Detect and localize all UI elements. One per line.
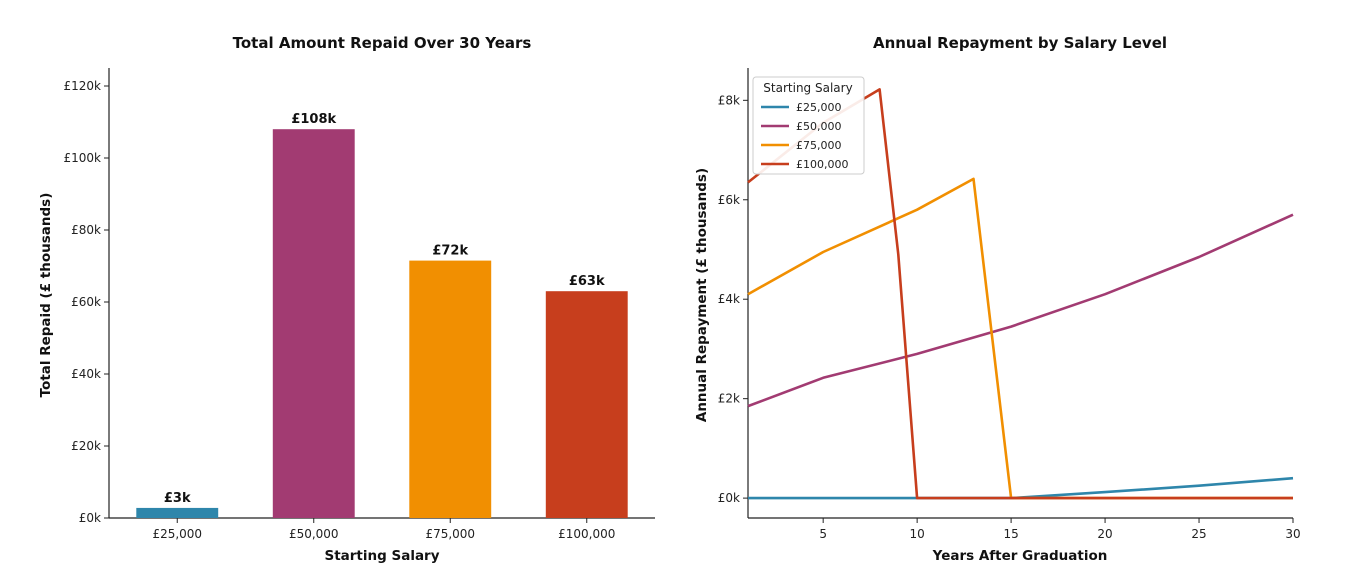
bar — [409, 260, 492, 518]
series-line — [747, 177, 1293, 500]
bar — [272, 129, 355, 518]
bar-chart-y-tick-label: £0k — [79, 511, 101, 525]
bar-chart-total-repaid: Total Amount Repaid Over 30 Years Total … — [38, 34, 655, 564]
line-chart-x-tick-label: 30 — [1285, 527, 1300, 541]
legend-items: £25,000 £50,000 £75,000 £100,000 — [761, 101, 849, 171]
line-chart-annual-repayment: Annual Repayment by Salary Level Annual … — [694, 34, 1301, 564]
line-chart-y-tick-label: £6k — [718, 193, 740, 207]
bar-chart-y-tick-label: £120k — [64, 79, 102, 93]
line-chart-legend: Starting Salary £25,000 £50,000 £75,000 £10… — [752, 76, 865, 175]
line-chart-y-tick-label: £4k — [718, 292, 740, 306]
legend-box — [752, 76, 865, 175]
bar-chart-title: Total Amount Repaid Over 30 Years — [233, 34, 532, 52]
bar-data-label: £63k — [569, 274, 605, 289]
bar-chart-y-tick-label: £100k — [64, 151, 102, 165]
bar — [136, 507, 219, 518]
bar-chart-bars — [136, 129, 628, 518]
bar-chart-y-tick-label: £60k — [71, 295, 101, 309]
bar-chart-data-labels: £3k £108k £72k £63k — [164, 112, 605, 506]
line-chart-x-tick-label: 15 — [1003, 527, 1018, 541]
line-chart-x-tick-label: 20 — [1097, 527, 1112, 541]
line-chart-x-tick-label: 10 — [909, 527, 924, 541]
line-chart-axes: £0k £2k £4k £6k £8k 5 10 15 20 25 30 — [718, 68, 1301, 541]
series-line — [747, 213, 1294, 408]
legend-label: £25,000 — [796, 101, 842, 114]
series-line — [748, 476, 1294, 500]
bar-chart-x-tick-label: £25,000 — [152, 527, 202, 541]
bar-data-label: £72k — [432, 244, 468, 259]
bar — [545, 291, 628, 518]
line-chart-y-tick-label: £0k — [718, 491, 740, 505]
bar-chart-x-tick-label: £75,000 — [425, 527, 475, 541]
line-chart-x-axis-label: Years After Graduation — [932, 548, 1108, 564]
legend-title: Starting Salary — [763, 81, 852, 95]
line-chart-y-tick-label: £8k — [718, 93, 740, 107]
line-chart-title: Annual Repayment by Salary Level — [873, 34, 1167, 52]
legend-label: £50,000 — [796, 120, 842, 133]
line-chart-y-axis-label: Annual Repayment (£ thousands) — [694, 168, 710, 422]
legend-label: £75,000 — [796, 139, 842, 152]
bar-chart-y-tick-label: £40k — [71, 367, 101, 381]
bar-chart-y-tick-label: £80k — [71, 223, 101, 237]
legend-label: £100,000 — [796, 158, 849, 171]
line-chart-x-tick-label: 5 — [819, 527, 827, 541]
bar-data-label: £108k — [291, 112, 336, 127]
bar-chart-x-tick-label: £100,000 — [558, 527, 615, 541]
bar-data-label: £3k — [164, 491, 191, 506]
bar-chart-x-axis-label: Starting Salary — [324, 548, 439, 564]
line-chart-y-tick-label: £2k — [718, 392, 740, 406]
line-chart-x-tick-label: 25 — [1191, 527, 1206, 541]
bar-chart-y-tick-label: £20k — [71, 439, 101, 453]
bar-chart-axes: £0k £20k £40k £60k £80k £100k £120k £25,000 £50,… — [64, 68, 655, 541]
bar-chart-x-tick-label: £50,000 — [289, 527, 339, 541]
bar-chart-y-axis-label: Total Repaid (£ thousands) — [38, 193, 54, 398]
